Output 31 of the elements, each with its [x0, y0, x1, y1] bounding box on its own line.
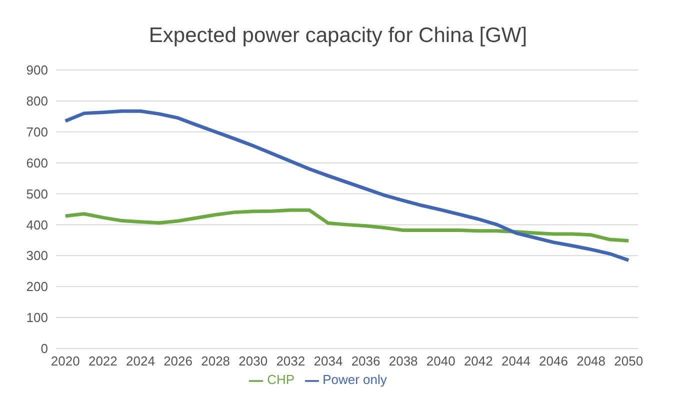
x-tick-label: 2038 [388, 354, 418, 369]
x-tick-label: 2050 [614, 354, 644, 369]
y-tick-label: 100 [26, 310, 48, 326]
legend-label: CHP [267, 372, 295, 388]
y-tick-label: 500 [26, 186, 48, 202]
y-tick-label: 900 [26, 62, 48, 78]
x-tick-label: 2036 [351, 354, 380, 369]
x-tick-label: 2028 [201, 354, 230, 369]
y-tick-label: 400 [26, 217, 48, 232]
x-tick-label: 2030 [238, 354, 268, 369]
y-tick-label: 0 [40, 341, 48, 356]
legend-label: Power only [322, 372, 387, 388]
x-tick-label: 2040 [426, 354, 456, 369]
line-series [64, 109, 630, 262]
y-tick-label: 800 [26, 94, 48, 109]
x-tick-label: 2024 [126, 354, 155, 369]
x-tick-label: 2034 [314, 354, 343, 369]
x-tick-label: 2022 [88, 354, 118, 369]
x-tick-label: 2032 [276, 354, 306, 369]
x-tick-label: 2026 [164, 354, 192, 369]
y-tick-label: 600 [26, 155, 48, 170]
x-tick-label: 2042 [464, 354, 493, 369]
line-series [64, 208, 630, 243]
y-tick-label: 700 [26, 124, 48, 140]
x-tick-label: 2020 [50, 354, 80, 369]
y-tick-label: 300 [26, 248, 48, 264]
x-tick-label: 2046 [539, 354, 568, 369]
chart-title: Expected power capacity for China [GW] [148, 23, 528, 49]
y-tick-label: 200 [26, 279, 48, 294]
x-tick-label: 2048 [576, 354, 606, 369]
x-tick-label: 2044 [502, 354, 530, 369]
